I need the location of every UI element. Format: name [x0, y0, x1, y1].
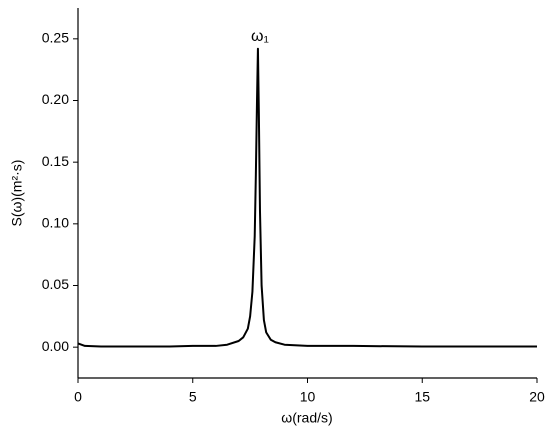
peak-annotation: ω₁	[251, 28, 269, 45]
y-axis-label: S(ω)(m²·s)	[9, 160, 25, 227]
y-tick-label: 0.15	[42, 153, 69, 169]
x-tick-label: 15	[414, 389, 430, 405]
x-axis-label: ω(rad/s)	[281, 410, 332, 426]
y-tick-label: 0.00	[42, 338, 69, 354]
x-tick-label: 20	[529, 389, 545, 405]
line-series	[77, 47, 537, 348]
y-tick-label: 0.05	[42, 276, 69, 292]
x-tick-label: 0	[74, 389, 82, 405]
y-tick-label: 0.20	[42, 91, 69, 107]
x-tick-label: 5	[189, 389, 197, 405]
x-tick-label: 10	[300, 389, 316, 405]
y-tick-label: 0.10	[42, 215, 69, 231]
y-tick-label: 0.25	[42, 30, 69, 46]
